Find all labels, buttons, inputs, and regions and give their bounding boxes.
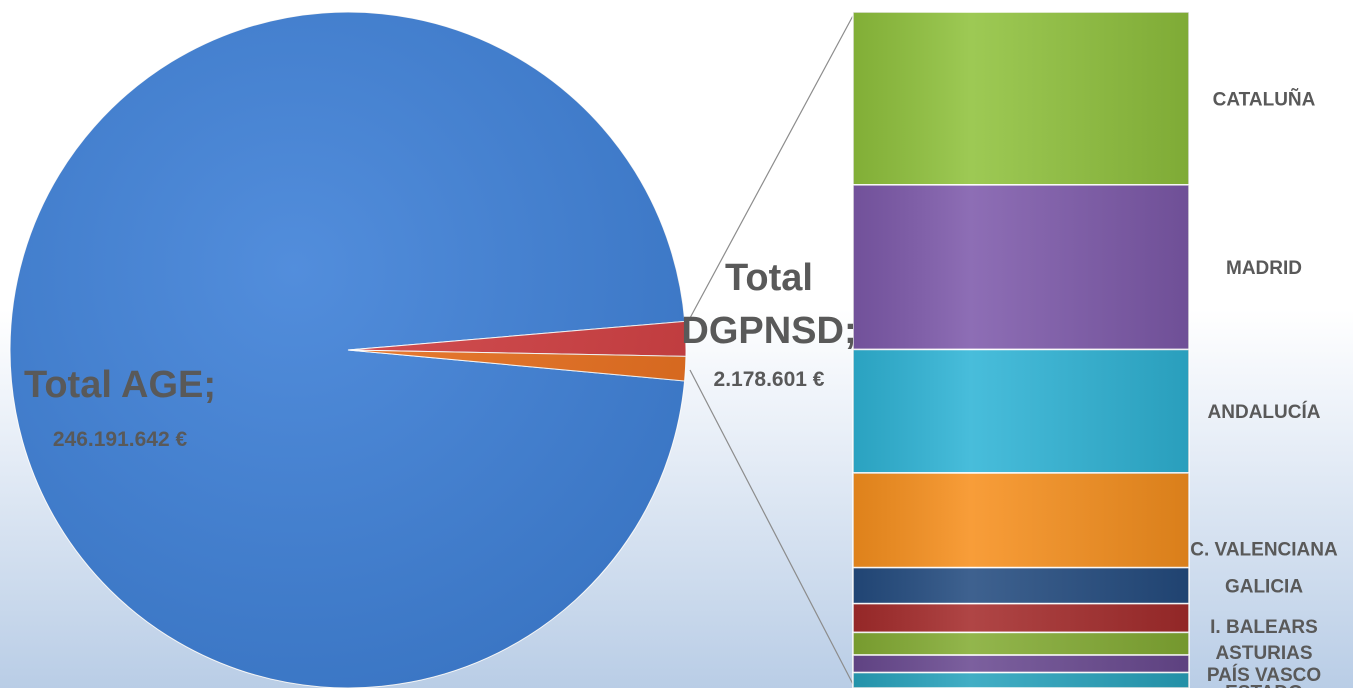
connector-lines bbox=[689, 11, 856, 688]
bar-segment-shading bbox=[853, 567, 1189, 604]
stacked-bar: CATALUÑA MADRID ANDALUCÍA C. VALENCIANA GALI… bbox=[852, 11, 1338, 688]
pie-shading bbox=[10, 12, 686, 688]
connector-line-bottom bbox=[689, 369, 856, 688]
bar-segment-shading bbox=[853, 472, 1189, 568]
bar-segment-shading bbox=[853, 672, 1189, 688]
bar-label-i-balears: I. BALEARS bbox=[1210, 617, 1318, 638]
bar-segment-shading bbox=[853, 12, 1189, 185]
bar-label-pais-vasco: PAÍS VASCO bbox=[1207, 664, 1321, 686]
pie-label-total-age: Total AGE; 246.191.642 € bbox=[24, 364, 216, 451]
bar-label-galicia: GALICIA bbox=[1225, 577, 1303, 598]
bar-label-madrid: MADRID bbox=[1226, 258, 1302, 279]
bar-label-andalucia: ANDALUCÍA bbox=[1208, 401, 1321, 423]
label-total-dgpnsd-line2: DGPNSD; bbox=[681, 310, 856, 352]
label-total-dgpnsd-line1: Total bbox=[725, 257, 813, 299]
pie-label-total-dgpnsd: Total DGPNSD; 2.178.601 € bbox=[681, 257, 856, 391]
bar-segment-shading bbox=[853, 349, 1189, 473]
bar-label-c-valenciana: C. VALENCIANA bbox=[1190, 539, 1338, 560]
bar-segment-shading bbox=[853, 632, 1189, 656]
bar-segment-shading bbox=[853, 655, 1189, 673]
bar-label-asturias: ASTURIAS bbox=[1215, 643, 1312, 664]
label-total-dgpnsd-value: 2.178.601 € bbox=[714, 368, 825, 391]
pie bbox=[9, 11, 687, 688]
bar-segment-shading bbox=[853, 603, 1189, 633]
label-total-age-value: 246.191.642 € bbox=[53, 428, 188, 451]
connector-line-top bbox=[689, 11, 856, 319]
bar-segment-shading bbox=[853, 184, 1189, 350]
label-total-age-name: Total AGE; bbox=[24, 364, 216, 406]
bar-label-cataluna: CATALUÑA bbox=[1213, 88, 1316, 110]
bar-label-estado: ESTADO bbox=[1225, 682, 1303, 688]
